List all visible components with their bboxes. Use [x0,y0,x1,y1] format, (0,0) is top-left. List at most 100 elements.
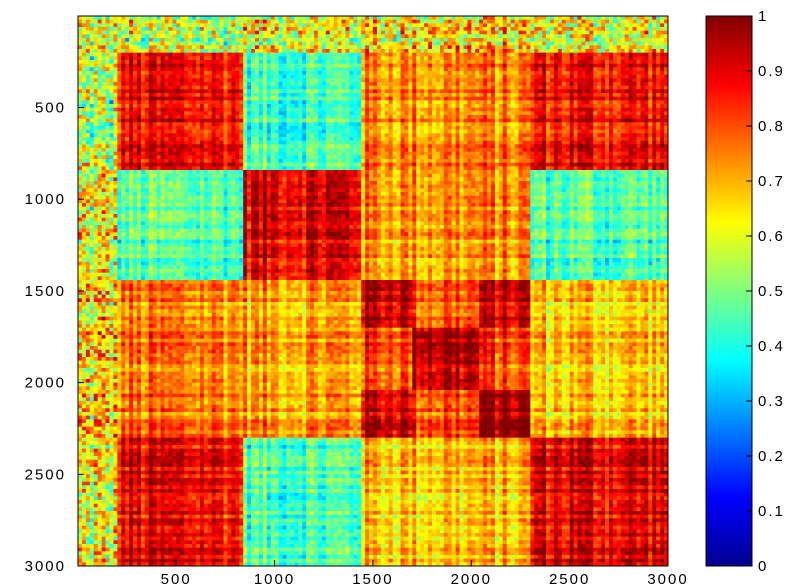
heatmap-cell [349,27,353,31]
heatmap-cell [224,34,228,38]
heatmap-cell [204,31,208,35]
heatmap-cell [227,75,231,79]
heatmap-cell [503,53,507,57]
heatmap-cell [220,42,224,46]
heatmap-cell [404,56,408,60]
heatmap-cell [397,53,401,57]
heatmap-cell [106,38,110,42]
heatmap-cell [161,23,165,27]
heatmap-cell [283,42,287,46]
heatmap-cell [385,75,389,79]
heatmap-cell [180,78,184,82]
heatmap-cell [298,78,302,82]
heatmap-cell [428,49,432,53]
heatmap-cell [117,16,121,20]
heatmap-cell [196,71,200,75]
heatmap-cell [212,49,216,53]
heatmap-cell [491,64,495,68]
heatmap-cell [239,16,243,20]
heatmap-cell [90,49,94,53]
heatmap-cell [601,31,605,35]
heatmap-cell [507,60,511,64]
heatmap-cell [436,60,440,64]
heatmap-cell [640,49,644,53]
heatmap-cell [153,34,157,38]
heatmap-cell [157,42,161,46]
heatmap-cell [275,38,279,42]
heatmap-cell [475,49,479,53]
heatmap-cell [109,42,113,46]
heatmap-cell [393,75,397,79]
heatmap-cell [522,53,526,57]
heatmap-cell [98,67,102,71]
heatmap-cell [526,38,530,42]
heatmap-cell [515,45,519,49]
heatmap-cell [566,60,570,64]
heatmap-cell [581,34,585,38]
heatmap-cell [227,49,231,53]
heatmap-cell [621,23,625,27]
heatmap-cell [644,27,648,31]
heatmap-cell [373,67,377,71]
heatmap-cell [487,16,491,20]
heatmap-cell [534,75,538,79]
heatmap-cell [542,20,546,24]
heatmap-cell [558,20,562,24]
heatmap-cell [578,49,582,53]
heatmap-cell [247,45,251,49]
heatmap-cell [102,49,106,53]
heatmap-cell [192,49,196,53]
heatmap-cell [129,16,133,20]
heatmap-cell [420,16,424,20]
heatmap-cell [306,38,310,42]
heatmap-cell [113,53,117,57]
heatmap-cell [621,20,625,24]
heatmap-cell [542,45,546,49]
heatmap-cell [593,27,597,31]
heatmap-cell [633,27,637,31]
heatmap-cell [483,64,487,68]
heatmap-cell [220,56,224,60]
heatmap-cell [345,27,349,31]
heatmap-cell [290,34,294,38]
heatmap-cell [361,16,365,20]
heatmap-cell [204,42,208,46]
heatmap-cell [609,60,613,64]
heatmap-cell [562,45,566,49]
heatmap-cell [188,20,192,24]
heatmap-cell [487,64,491,68]
heatmap-cell [648,38,652,42]
heatmap-cell [298,45,302,49]
heatmap-cell [495,16,499,20]
heatmap-cell [487,34,491,38]
heatmap-cell [283,60,287,64]
heatmap-cell [365,42,369,46]
heatmap-cell [235,49,239,53]
heatmap-cell [656,31,660,35]
heatmap-cell [353,42,357,46]
heatmap-cell [94,34,98,38]
heatmap-cell [168,27,172,31]
heatmap-cell [566,34,570,38]
heatmap-cell [393,78,397,82]
heatmap-cell [487,27,491,31]
heatmap-cell [581,64,585,68]
heatmap-cell [432,42,436,46]
heatmap-cell [239,31,243,35]
heatmap-cell [621,49,625,53]
heatmap-cell [617,49,621,53]
heatmap-cell [637,23,641,27]
heatmap-cell [452,34,456,38]
heatmap-cell [530,16,534,20]
heatmap-cell [554,42,558,46]
heatmap-cell [208,20,212,24]
heatmap-cell [554,71,558,75]
heatmap-cell [633,16,637,20]
heatmap-cell [342,78,346,82]
heatmap-cell [239,71,243,75]
heatmap-cell [161,38,165,42]
heatmap-cell [361,31,365,35]
heatmap-cell [558,27,562,31]
heatmap-cell [283,49,287,53]
heatmap-cell [479,53,483,57]
